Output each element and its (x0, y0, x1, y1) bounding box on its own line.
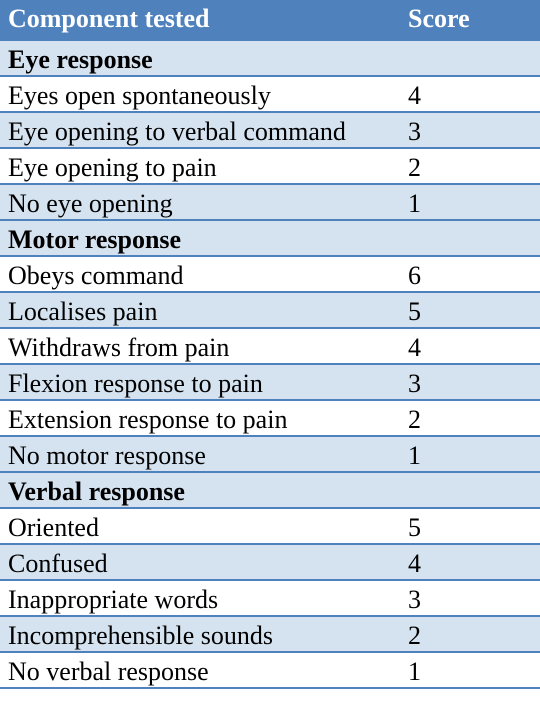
component-cell: Eye opening to pain (0, 149, 400, 185)
component-cell: Flexion response to pain (0, 365, 400, 401)
score-cell: 1 (400, 437, 540, 473)
table-row: No verbal response1 (0, 653, 540, 689)
table-row: Eye opening to verbal command3 (0, 113, 540, 149)
table-row: Flexion response to pain3 (0, 365, 540, 401)
table-row: Incomprehensible sounds2 (0, 617, 540, 653)
section-title-empty (400, 221, 540, 257)
component-cell: Incomprehensible sounds (0, 617, 400, 653)
score-cell: 2 (400, 401, 540, 437)
header-score: Score (400, 0, 540, 40)
section-row: Motor response (0, 221, 540, 257)
component-cell: No verbal response (0, 653, 400, 689)
score-cell: 4 (400, 545, 540, 581)
score-cell: 4 (400, 77, 540, 113)
section-title-empty (400, 40, 540, 78)
header-component: Component tested (0, 0, 400, 40)
table-row: No eye opening1 (0, 185, 540, 221)
component-cell: Confused (0, 545, 400, 581)
score-cell: 3 (400, 365, 540, 401)
table-row: Confused4 (0, 545, 540, 581)
section-title: Verbal response (0, 473, 400, 509)
table-row: No motor response1 (0, 437, 540, 473)
table-body: Component testedScoreEye responseEyes op… (0, 0, 540, 689)
score-cell: 2 (400, 617, 540, 653)
component-cell: Localises pain (0, 293, 400, 329)
score-cell: 1 (400, 185, 540, 221)
table-row: Oriented5 (0, 509, 540, 545)
component-cell: Obeys command (0, 257, 400, 293)
score-cell: 2 (400, 149, 540, 185)
component-cell: Eye opening to verbal command (0, 113, 400, 149)
table-row: Obeys command6 (0, 257, 540, 293)
section-title: Eye response (0, 40, 400, 78)
score-cell: 6 (400, 257, 540, 293)
header-row: Component testedScore (0, 0, 540, 40)
table-row: Withdraws from pain4 (0, 329, 540, 365)
table-row: Eyes open spontaneously4 (0, 77, 540, 113)
component-cell: Withdraws from pain (0, 329, 400, 365)
score-cell: 3 (400, 113, 540, 149)
component-cell: Extension response to pain (0, 401, 400, 437)
table-row: Eye opening to pain2 (0, 149, 540, 185)
gcs-table: Component testedScoreEye responseEyes op… (0, 0, 540, 689)
component-cell: Oriented (0, 509, 400, 545)
section-row: Verbal response (0, 473, 540, 509)
score-cell: 5 (400, 509, 540, 545)
score-cell: 3 (400, 581, 540, 617)
score-cell: 1 (400, 653, 540, 689)
table-row: Localises pain5 (0, 293, 540, 329)
score-cell: 5 (400, 293, 540, 329)
table-row: Inappropriate words3 (0, 581, 540, 617)
section-title-empty (400, 473, 540, 509)
component-cell: Eyes open spontaneously (0, 77, 400, 113)
table-row: Extension response to pain2 (0, 401, 540, 437)
score-cell: 4 (400, 329, 540, 365)
component-cell: Inappropriate words (0, 581, 400, 617)
section-title: Motor response (0, 221, 400, 257)
component-cell: No eye opening (0, 185, 400, 221)
component-cell: No motor response (0, 437, 400, 473)
section-row: Eye response (0, 40, 540, 78)
